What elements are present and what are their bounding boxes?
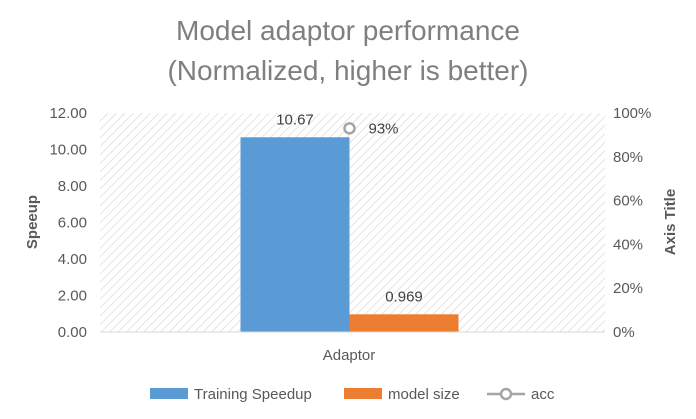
y2-tick-label: 40% [613,236,643,253]
bar-training-speedup [240,137,350,332]
legend-swatch [150,388,188,399]
y2-axis-ticks: 0% 20% 40% 60% 80% 100% [613,105,651,341]
y-axis-ticks: 0.00 2.00 4.00 6.00 8.00 10.00 12.00 [49,105,87,341]
y-tick-label: 10.00 [49,142,87,159]
bar-data-label: 10.67 [276,111,314,128]
legend-label: model size [388,386,460,403]
chart-title-line-2: (Normalized, higher is better) [167,55,528,86]
y-tick-label: 2.00 [58,288,87,305]
legend-item-acc: acc [487,386,555,403]
y-tick-label: 8.00 [58,178,87,195]
y-tick-label: 4.00 [58,251,87,268]
chart-title-line-1: Model adaptor performance [176,15,520,46]
y-tick-label: 0.00 [58,324,87,341]
y-tick-label: 6.00 [58,215,87,232]
markers: 93% [343,120,399,137]
bar-data-label: 0.969 [385,288,423,305]
bar-model-size [349,314,459,332]
legend-label: acc [531,386,555,403]
marker-acc [343,122,356,135]
plot-area [100,113,605,332]
y2-tick-label: 0% [613,324,635,341]
legend-item-model-size: model size [344,386,460,403]
legend-swatch [344,388,382,399]
legend-marker [499,387,513,401]
y-axis-title: Speeup [24,195,41,249]
y-tick-label: 12.00 [49,105,87,122]
y2-tick-label: 100% [613,105,651,122]
y2-axis-title: Axis Title [662,189,679,255]
marker-data-label: 93% [369,120,399,137]
y2-tick-label: 60% [613,193,643,210]
legend-item-training-speedup: Training Speedup [150,386,312,403]
x-category-label: Adaptor [323,347,376,364]
y2-tick-label: 20% [613,280,643,297]
y2-tick-label: 80% [613,149,643,166]
bars: 10.67 0.969 [240,111,459,332]
legend-label: Training Speedup [194,386,312,403]
legend: Training Speedup model size acc [150,386,555,403]
